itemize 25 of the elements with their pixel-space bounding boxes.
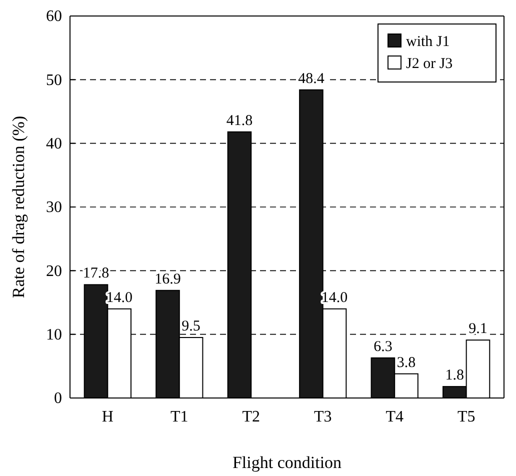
x-tick-label: T1: [170, 408, 188, 426]
x-tick-label: T3: [314, 408, 332, 426]
y-tick-label: 30: [46, 199, 62, 216]
y-tick-label: 60: [46, 8, 62, 26]
x-tick-label: T5: [457, 408, 476, 426]
x-tick-label: T4: [386, 408, 404, 426]
y-tick-label: 20: [46, 262, 62, 280]
legend-label: with J1: [406, 34, 450, 50]
x-tick-label: H: [102, 408, 114, 426]
y-tick-label: 0: [54, 390, 62, 408]
y-tick-label: 50: [46, 72, 62, 89]
data-label: 3.8: [396, 354, 416, 371]
data-label: 6.3: [374, 338, 392, 355]
data-label: 1.8: [445, 368, 464, 384]
data-label: 41.8: [226, 112, 253, 129]
y-axis-title: Rate of drag reduction (%): [9, 116, 28, 298]
x-axis-title: Flight condition: [232, 453, 342, 472]
x-tick-label: T2: [242, 408, 260, 426]
y-tick-label: 40: [46, 135, 62, 152]
legend-label: J2 or J3: [406, 56, 453, 72]
data-label: 9.1: [468, 321, 488, 338]
y-tick-label: 10: [46, 326, 62, 344]
data-label: 16.9: [154, 271, 181, 288]
data-label: 17.8: [82, 266, 110, 282]
data-label: 9.5: [182, 318, 200, 335]
